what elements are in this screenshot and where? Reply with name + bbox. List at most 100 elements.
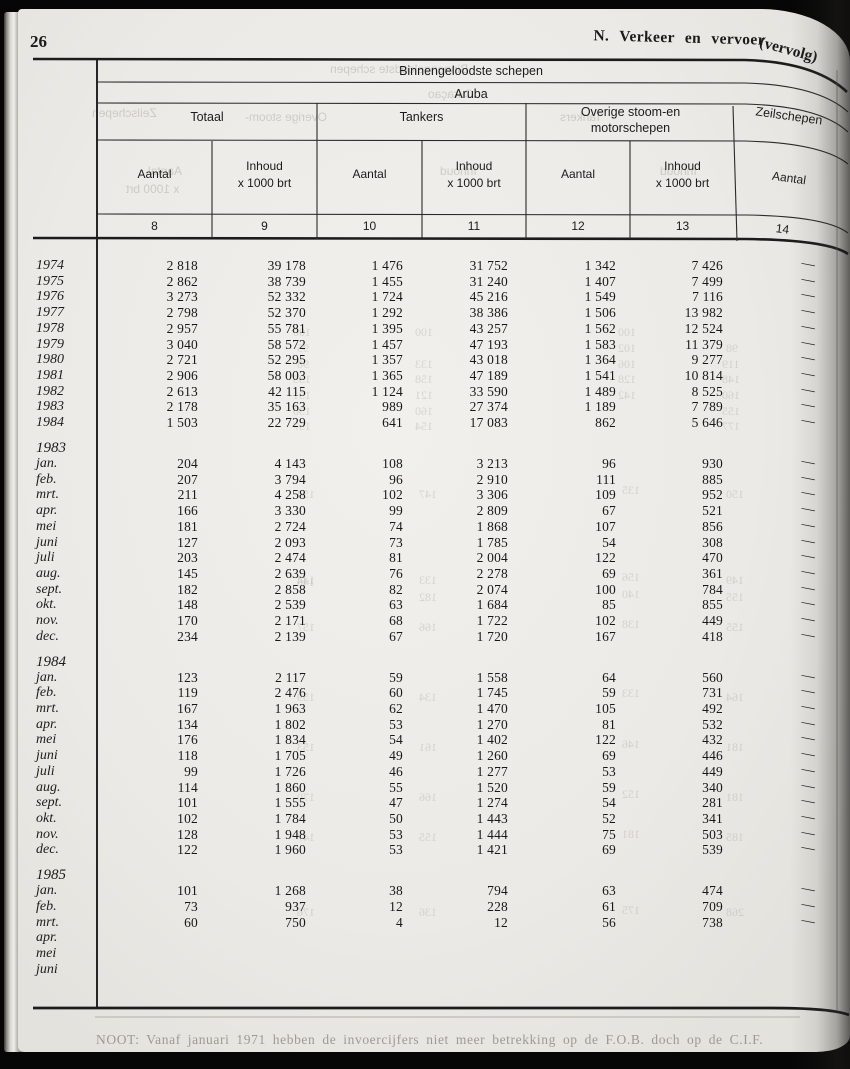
table-cell: 474	[702, 883, 723, 899]
table-cell: 81	[602, 716, 616, 732]
table-row: mei 181 2 724 74 1 868 107 856—	[33, 515, 820, 535]
table-cell: 989	[382, 399, 403, 415]
table-cell: 33 590	[469, 383, 508, 399]
table-cell: 56	[602, 914, 616, 930]
subheader-inhoud-tankers: Inhoud x 1000 brt	[447, 159, 501, 190]
table-cell: 55 781	[267, 320, 306, 336]
table-cell: 1 860	[274, 779, 306, 795]
table-cell: 784	[702, 581, 723, 597]
table-cell: 228	[487, 898, 508, 914]
row-label: juni	[36, 748, 58, 764]
table-cell: 47	[389, 795, 403, 811]
table-cell: 59	[389, 669, 403, 685]
row-label: apr.	[36, 716, 58, 732]
table-cell: 1 444	[476, 826, 508, 842]
table-cell: 449	[702, 613, 723, 629]
subheader-inhoud-overige: Inhoud x 1000 brt	[655, 159, 710, 190]
table-body: 1974 2 818 39 178 1 476 31 752 1 342 7 426— 197…	[33, 255, 820, 977]
table-cell: 1 722	[476, 613, 508, 629]
table-cell: 1 421	[476, 842, 508, 858]
table-cell: 937	[285, 898, 306, 914]
table-cell: 114	[177, 779, 198, 795]
table-cell: 2 139	[274, 628, 306, 644]
row-label: 1977	[36, 305, 64, 321]
table-cell: 7 426	[691, 258, 723, 273]
table-cell: 69	[602, 565, 616, 581]
table-cell: 432	[702, 732, 723, 748]
table-cell: 38 386	[469, 305, 508, 321]
table-cell: 11 379	[685, 336, 723, 352]
column-number-8: 8	[151, 219, 158, 233]
table-cell: 52 295	[267, 352, 306, 368]
table-row: 1980 2 721 52 295 1 357 43 018 1 364 9 277—	[33, 349, 820, 368]
table-cell: 1 260	[476, 748, 508, 764]
table-cell: 13 982	[684, 305, 723, 321]
showthrough-note: NOOT: Vanaf januari 1971 hebben de invoe…	[96, 1032, 764, 1047]
row-label: 1984	[36, 415, 64, 431]
table-row: 1975 2 862 38 739 1 455 31 240 1 407 7 499—	[33, 270, 820, 290]
row-label: sept.	[36, 581, 63, 597]
table-cell: 27 374	[469, 399, 508, 415]
row-label: aug.	[36, 779, 61, 795]
row-label: 1981	[36, 368, 64, 384]
section-label-row: 1984	[33, 654, 820, 670]
table-cell: 1 558	[476, 669, 508, 685]
table-cell: 75	[602, 826, 616, 842]
table-cell: 45 216	[469, 289, 508, 305]
table-cell: 207	[177, 471, 198, 487]
table-cell: 709	[702, 898, 723, 914]
page-stack-edge	[4, 12, 22, 1052]
row-label: mrt.	[36, 700, 59, 716]
table-cell: 52 370	[267, 305, 306, 321]
table-region: Aruba	[454, 87, 488, 101]
table-row: 1974 2 818 39 178 1 476 31 752 1 342 7 426—	[33, 255, 820, 274]
table-cell: 203	[177, 550, 198, 566]
table-row: mrt. 211 4 258 102 3 306 109 952—	[33, 484, 820, 503]
table-cell: 109	[595, 487, 616, 503]
table-cell: 122	[177, 842, 198, 858]
table-cell: 123	[177, 669, 198, 685]
table-row: jan. 204 4 143 108 3 213 96 930—	[33, 452, 820, 472]
table-cell: 641	[382, 415, 403, 431]
table-cell: 204	[177, 455, 198, 471]
table-cell: 2 858	[274, 581, 306, 597]
table-cell: 3 213	[476, 455, 508, 471]
row-label: apr.	[36, 930, 58, 946]
table-cell: 492	[702, 700, 723, 716]
column-number-11: 11	[467, 219, 481, 233]
table-cell: 234	[177, 628, 198, 644]
table-cell: 54	[602, 795, 616, 811]
table-row: 1978 2 957 55 781 1 395 43 257 1 562 12 524—	[33, 317, 820, 337]
table-cell: 96	[389, 471, 403, 487]
table-row: 1977 2 798 52 370 1 292 38 386 1 506 13 982—	[33, 302, 820, 321]
table-cell: 2 721	[166, 352, 198, 368]
table-cell: 560	[702, 669, 723, 685]
table-cell: 100	[595, 581, 616, 597]
table-cell: 1 963	[274, 700, 306, 716]
table-cell: 10 814	[684, 368, 723, 384]
table-cell: 1 745	[476, 685, 508, 701]
row-label: juli	[36, 763, 55, 779]
table-cell: 2 171	[274, 613, 306, 629]
table-cell: 2 862	[166, 273, 198, 289]
table-cell: 1 402	[476, 732, 508, 748]
table-cell: 1 705	[274, 748, 306, 764]
row-label: dec.	[36, 628, 59, 644]
table-cell: 176	[177, 732, 198, 748]
table-cell: 46	[389, 763, 403, 779]
row-label: okt.	[36, 811, 57, 826]
section-label-row: 1985	[33, 867, 820, 883]
table-cell: 3 794	[274, 471, 306, 487]
group-header-overige: Overige stoom-en motorschepen	[580, 105, 681, 135]
table-cell: 12	[494, 914, 508, 930]
table-cell: 119	[177, 685, 198, 701]
table-cell: 855	[702, 597, 723, 613]
table-cell: 38 739	[267, 273, 306, 289]
table-cell: 102	[177, 811, 198, 826]
table-cell: 418	[702, 628, 723, 644]
row-label: feb.	[36, 685, 57, 701]
table-cell: 2 178	[166, 399, 198, 415]
table-cell: 532	[702, 716, 723, 732]
table-cell: 102	[382, 487, 403, 503]
row-label: sept.	[36, 795, 63, 811]
